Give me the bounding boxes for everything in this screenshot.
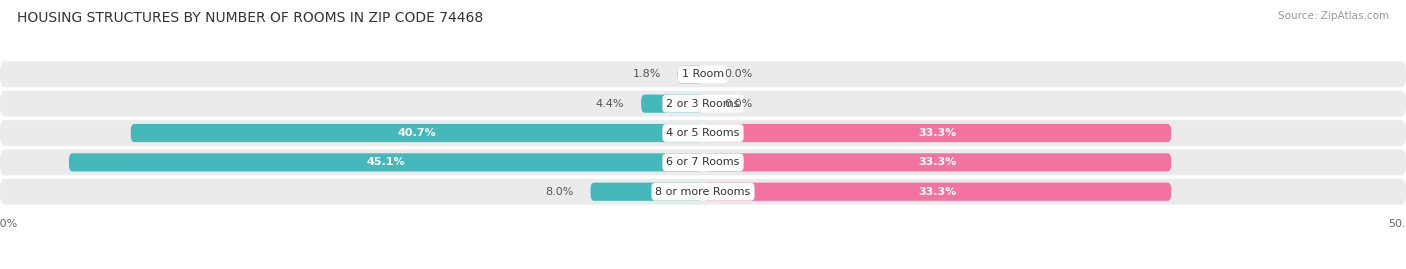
FancyBboxPatch shape [0, 120, 1406, 146]
Text: 40.7%: 40.7% [398, 128, 436, 138]
FancyBboxPatch shape [131, 124, 703, 142]
FancyBboxPatch shape [703, 183, 1171, 201]
Text: 1.8%: 1.8% [633, 69, 661, 79]
Text: 8 or more Rooms: 8 or more Rooms [655, 187, 751, 197]
Text: 8.0%: 8.0% [546, 187, 574, 197]
FancyBboxPatch shape [591, 183, 703, 201]
FancyBboxPatch shape [0, 150, 1406, 175]
FancyBboxPatch shape [678, 65, 703, 83]
Text: 33.3%: 33.3% [918, 187, 956, 197]
Text: 33.3%: 33.3% [918, 128, 956, 138]
Text: 0.0%: 0.0% [724, 99, 752, 109]
FancyBboxPatch shape [0, 61, 1406, 87]
FancyBboxPatch shape [69, 153, 703, 171]
Text: 1 Room: 1 Room [682, 69, 724, 79]
Text: 33.3%: 33.3% [918, 157, 956, 167]
FancyBboxPatch shape [0, 179, 1406, 205]
FancyBboxPatch shape [703, 124, 1171, 142]
Text: 4 or 5 Rooms: 4 or 5 Rooms [666, 128, 740, 138]
FancyBboxPatch shape [703, 153, 1171, 171]
FancyBboxPatch shape [0, 91, 1406, 116]
Text: Source: ZipAtlas.com: Source: ZipAtlas.com [1278, 11, 1389, 21]
Text: HOUSING STRUCTURES BY NUMBER OF ROOMS IN ZIP CODE 74468: HOUSING STRUCTURES BY NUMBER OF ROOMS IN… [17, 11, 484, 25]
Text: 6 or 7 Rooms: 6 or 7 Rooms [666, 157, 740, 167]
Text: 45.1%: 45.1% [367, 157, 405, 167]
Text: 2 or 3 Rooms: 2 or 3 Rooms [666, 99, 740, 109]
Text: 0.0%: 0.0% [724, 69, 752, 79]
Text: 4.4%: 4.4% [596, 99, 624, 109]
FancyBboxPatch shape [641, 95, 703, 113]
